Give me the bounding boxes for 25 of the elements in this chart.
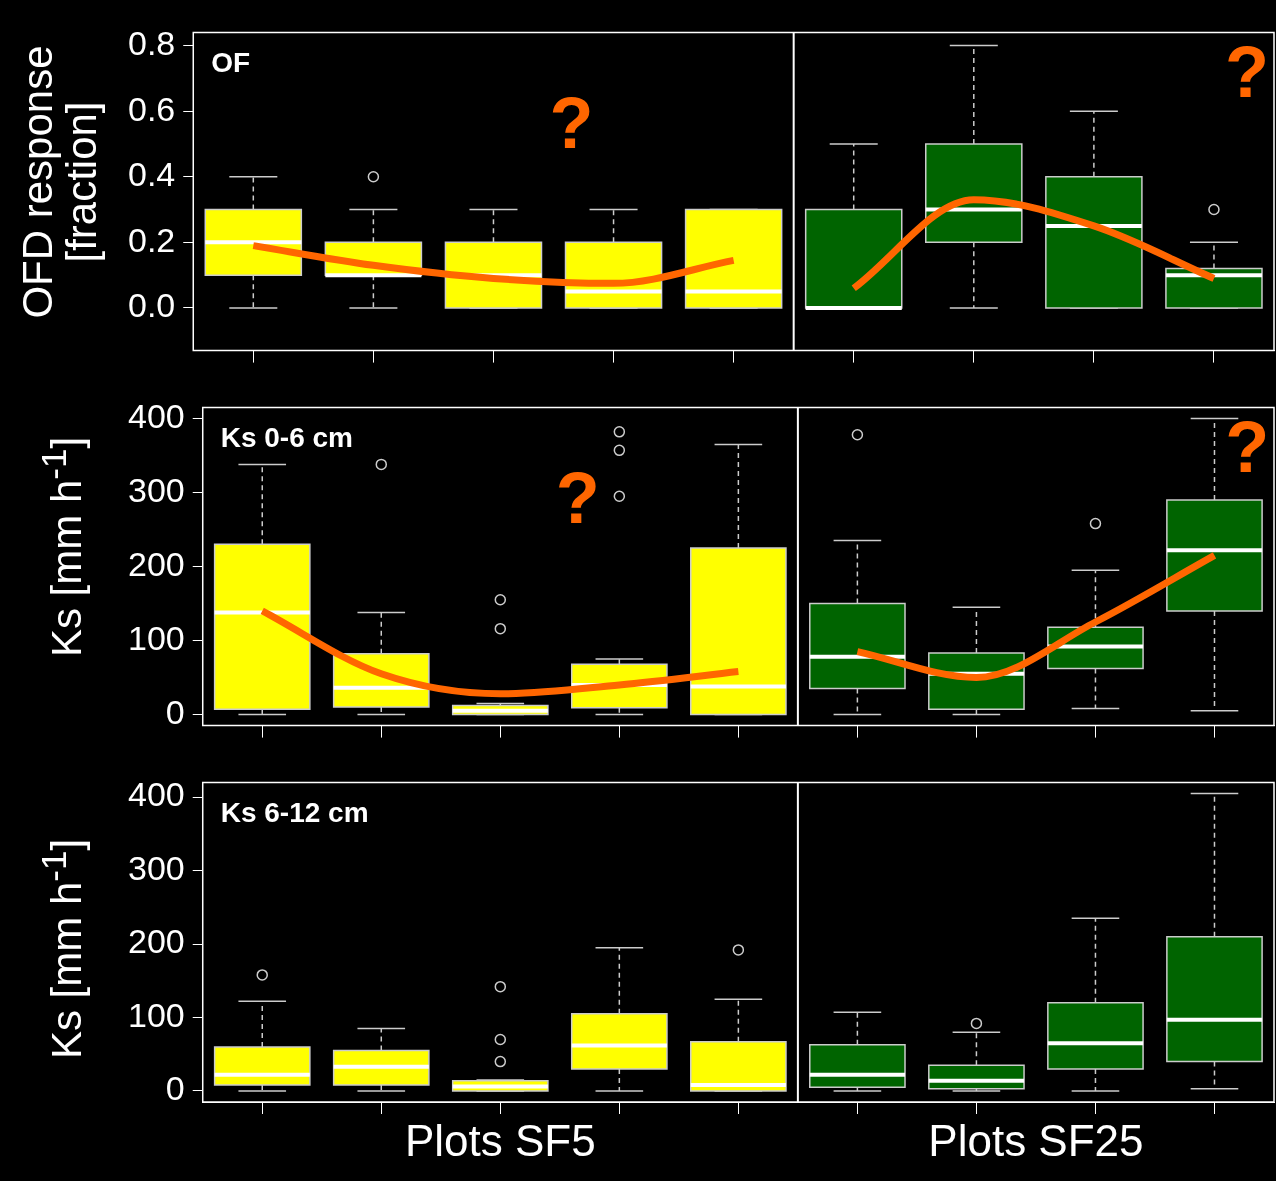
y-tick-label: 400 (127, 396, 185, 435)
y-tick-label: 0.4 (128, 155, 176, 194)
y-tick-label: 0.0 (128, 286, 176, 325)
y-axis-title: OFD response [fraction] (14, 44, 105, 319)
text: Ks 0-6 cm (220, 422, 354, 454)
y-tick-label: 400 (127, 775, 185, 814)
text: OF (211, 47, 251, 79)
y-tick-label: 300 (127, 470, 185, 509)
y-tick-label: 100 (127, 995, 185, 1034)
y-tick-label: 0.8 (128, 23, 176, 62)
annotation: ? (555, 457, 600, 538)
y-tick-label: 300 (127, 848, 185, 887)
y-tick-label: 200 (127, 544, 185, 583)
text: Plots SF25 (928, 1116, 1144, 1166)
y-tick-label: 200 (127, 922, 185, 961)
y-tick-label: 100 (127, 618, 185, 657)
text: Ks 6-12 cm (220, 797, 369, 829)
y-tick-label: 0 (165, 692, 185, 731)
y-tick-label: 0.6 (128, 89, 176, 128)
annotation: ? (549, 82, 594, 163)
y-tick-label: 0 (165, 1069, 185, 1108)
text: Plots SF5 (404, 1116, 596, 1166)
annotation: ? (1225, 406, 1270, 487)
annotation: ? (1224, 31, 1269, 112)
y-tick-label: 0.2 (128, 220, 176, 259)
